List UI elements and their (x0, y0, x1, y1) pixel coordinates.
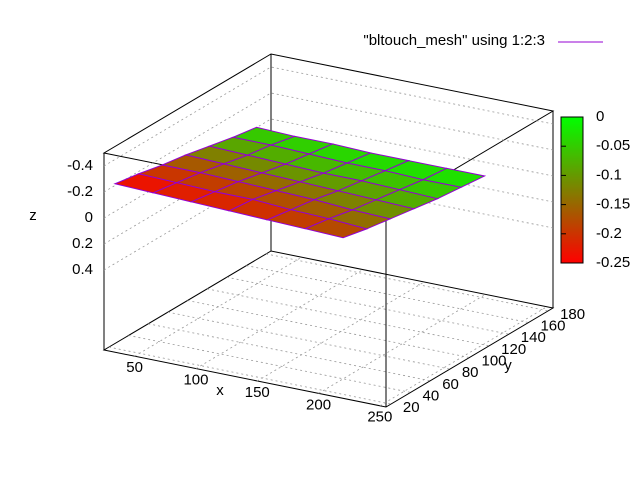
colorbar-tick-label: -0.25 (596, 254, 630, 271)
grid-line (134, 256, 302, 357)
x-tick-label: 200 (306, 396, 331, 413)
z-tick-label: -0.4 (67, 157, 93, 174)
x-tick-label: 100 (183, 372, 208, 389)
grid-line (257, 281, 425, 382)
y-axis-label: y (504, 357, 512, 374)
z-tick-label: -0.2 (67, 183, 93, 200)
x-tick-label: 150 (245, 384, 270, 401)
z-axis-label: z (29, 207, 37, 224)
z-tick-label: 0.4 (72, 261, 93, 278)
colorbar-tick-label: -0.2 (596, 225, 622, 242)
grid-line (195, 269, 364, 369)
x-axis-label: x (216, 382, 224, 399)
x-tick-label: 250 (367, 409, 392, 426)
legend-label: "bltouch_mesh" using 1:2:3 (363, 32, 545, 49)
grid-line (379, 306, 548, 407)
colorbar-tick-label: -0.1 (596, 166, 622, 183)
y-tick-label: 80 (462, 364, 479, 381)
z-tick-label: 0 (85, 209, 93, 226)
x-tick-label: 50 (126, 359, 143, 376)
surface-cell (113, 173, 179, 194)
y-tick-label: 140 (521, 329, 546, 346)
colorbar-tick-label: -0.15 (596, 196, 630, 213)
colorbar-tick-label: 0 (596, 108, 604, 125)
grid-line (103, 66, 554, 167)
y-tick-label: 120 (501, 341, 526, 358)
z-tick-label: 0.2 (72, 235, 93, 252)
y-tick-label: 60 (442, 376, 459, 393)
colorbar-tick-label: -0.05 (596, 137, 630, 154)
y-tick-label: 40 (423, 387, 440, 404)
y-tick-label: 180 (560, 306, 585, 323)
axis-box (102, 250, 555, 408)
grid-line (318, 294, 486, 394)
y-tick-label: 20 (403, 399, 420, 416)
y-tick-label: 100 (482, 352, 507, 369)
grid-line (103, 170, 554, 271)
grid-line (103, 118, 554, 219)
colorbar (560, 116, 584, 264)
grid-line (103, 92, 554, 193)
y-tick-label: 160 (540, 318, 565, 335)
